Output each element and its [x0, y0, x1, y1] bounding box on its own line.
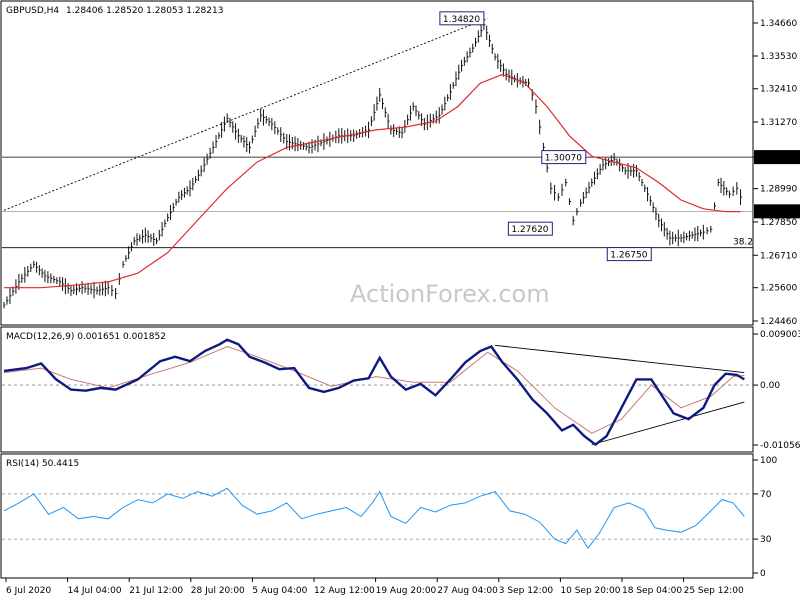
- macd-main-line: [3, 338, 745, 447]
- time-tick-label: 27 Aug 04:00: [437, 586, 498, 596]
- price-annotation-label: 1.26750: [610, 251, 647, 261]
- moving-average-line: [4, 73, 741, 289]
- ohlc-label: 1.28406 1.28520 1.28053 1.28213: [66, 6, 223, 16]
- time-tick-label: 12 Aug 12:00: [314, 586, 375, 596]
- symbol-label: GBPUSD,H4: [6, 6, 59, 16]
- time-tick-label: 3 Sep 12:00: [499, 586, 554, 596]
- price-bars: [3, 19, 743, 309]
- time-tick-label: 21 Jul 12:00: [129, 586, 183, 596]
- price-tick-label: 1.24460: [760, 317, 797, 327]
- resistance-price-tag: [754, 150, 800, 165]
- trendline-dotted: [3, 17, 488, 211]
- current-price-tag-label: 1.28213: [758, 207, 795, 217]
- fib-label: 38.2: [733, 238, 753, 248]
- macd-tick-label: 0.00: [760, 381, 780, 391]
- price-axis: 1.34660 1.33530 1.32410 1.31270 1.30070 1.289…: [753, 19, 800, 327]
- rsi-tick-label: 30: [760, 535, 772, 545]
- time-tick-label: 28 Jul 20:00: [191, 586, 245, 596]
- current-price-tag: [754, 204, 800, 219]
- time-tick-label: 18 Sep 04:00: [622, 586, 682, 596]
- time-tick-label: 25 Sep 12:00: [684, 586, 744, 596]
- time-axis: 6 Jul 2020 14 Jul 04:00 21 Jul 12:00 28 Jul…: [5, 578, 744, 596]
- price-annotation-box: [507, 221, 553, 236]
- rsi-tick-label: 0: [760, 569, 766, 579]
- price-annotation-box: [541, 150, 587, 165]
- time-tick-label: 10 Sep 20:00: [560, 586, 620, 596]
- macd-panel-frame: [0, 326, 754, 453]
- time-tick-label: 19 Aug 20:00: [376, 586, 437, 596]
- macd-trendline: [494, 344, 745, 374]
- price-panel-frame: [0, 0, 754, 326]
- macd-trendline: [591, 401, 745, 446]
- price-tick-label: 1.33530: [760, 52, 797, 62]
- rsi-tick-label: 70: [760, 490, 772, 500]
- macd-layer: [2, 338, 753, 447]
- rsi-layer: [2, 487, 753, 549]
- price-annotation-label: 1.30070: [545, 154, 582, 164]
- price-tick-label: 1.32410: [760, 85, 797, 95]
- price-annotation-label: 1.34820: [443, 15, 480, 25]
- time-tick-label: 14 Jul 04:00: [68, 586, 122, 596]
- rsi-axis: 100 70 30 0: [753, 456, 777, 579]
- watermark: ActionForex.com: [350, 280, 550, 308]
- resistance-price-tag-label: 1.30070: [758, 153, 795, 163]
- macd-axis: 0.009003 0.00 -0.010566: [753, 330, 800, 451]
- macd-tick-label: -0.010566: [760, 441, 800, 451]
- price-tick-label: 1.34660: [760, 19, 797, 29]
- price-tick-label: 1.27850: [760, 218, 797, 228]
- rsi-label: RSI(14) 50.4415: [6, 459, 79, 469]
- time-tick-label: 6 Jul 2020: [6, 586, 51, 596]
- macd-tick-label: 0.009003: [760, 330, 800, 340]
- price-tick-label: 1.28990: [760, 185, 797, 195]
- time-tick-label: 5 Aug 04:00: [252, 586, 307, 596]
- rsi-line: [3, 487, 745, 549]
- price-tick-label: 1.31270: [760, 118, 797, 128]
- rsi-tick-label: 100: [760, 456, 777, 466]
- price-layer: 38.2 1.34820 1.30070 1.27620 1.26750: [2, 11, 753, 309]
- rsi-panel-frame: [0, 453, 754, 579]
- price-tick-label: 1.25600: [760, 284, 797, 294]
- price-tick-label: 1.26710: [760, 251, 797, 261]
- macd-label: MACD(12,26,9) 0.001651 0.001852: [6, 332, 166, 342]
- price-annotation-box: [606, 247, 652, 262]
- price-annotation-label: 1.27620: [511, 225, 548, 235]
- price-annotation-box: [439, 11, 485, 26]
